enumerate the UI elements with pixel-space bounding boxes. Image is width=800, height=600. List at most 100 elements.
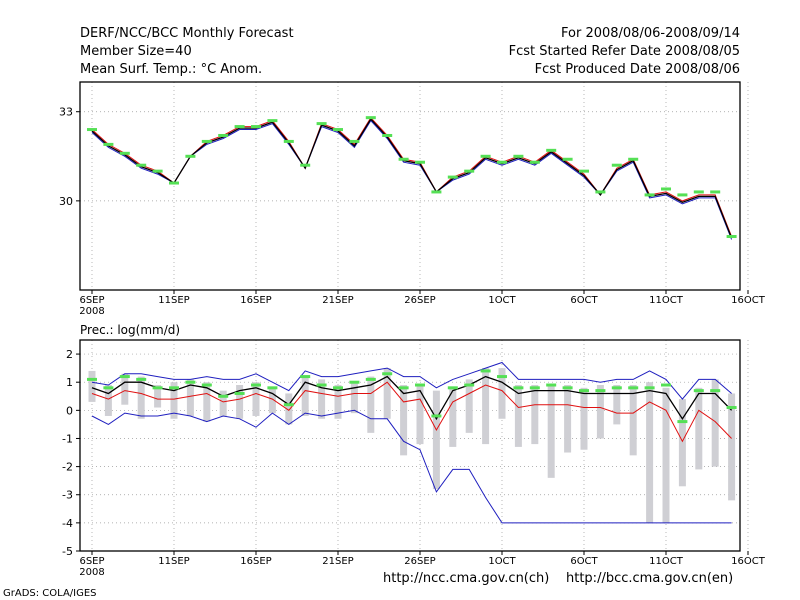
plot-frame <box>79 339 741 552</box>
spread-bar <box>88 370 96 402</box>
forecast-marker <box>251 383 261 387</box>
spread-bar <box>432 390 440 490</box>
forecast-marker <box>431 190 442 194</box>
spread-bar <box>416 385 424 445</box>
x-tick-label: 6OCT <box>570 556 598 567</box>
spread-bar <box>170 382 178 419</box>
series-line-black <box>91 118 733 239</box>
spread-bar <box>547 385 555 478</box>
forecast-marker <box>316 383 327 387</box>
spread-bar <box>334 385 342 419</box>
x-tick-label: 11SEP <box>158 556 189 567</box>
forecast-marker <box>529 386 540 390</box>
spread-bar <box>514 385 522 447</box>
forecast-marker <box>398 386 409 390</box>
forecast-marker <box>398 157 409 161</box>
forecast-marker <box>710 389 721 393</box>
spread-bar <box>728 393 736 501</box>
variable-label: Mean Surf. Temp.: °C Anom. <box>80 62 263 77</box>
x-year-label: 2008 <box>79 306 104 317</box>
spread-bar <box>580 387 588 450</box>
x-tick-label: 11OCT <box>649 556 684 567</box>
forecast-marker <box>726 235 737 239</box>
spread-bar <box>400 385 408 456</box>
x-tick-label: 16SEP <box>240 556 271 567</box>
spread-bar <box>646 382 654 523</box>
forecast-marker <box>218 133 229 137</box>
x-tick-label: 26SEP <box>404 556 435 567</box>
bcc-url[interactable]: http://bcc.cma.gov.cn(en) <box>566 571 734 586</box>
forecast-marker <box>169 181 179 185</box>
series-line-red_median <box>91 381 732 443</box>
plot-frame <box>79 81 741 291</box>
forecast-marker <box>611 386 622 390</box>
forecast-marker <box>365 377 376 381</box>
spread-bar <box>662 387 670 523</box>
forecast-marker <box>677 193 688 197</box>
forecast-marker <box>480 369 491 373</box>
series-line-blue <box>91 119 733 240</box>
x-tick-label: 6OCT <box>570 295 598 306</box>
x-tick-label: 21SEP <box>322 295 353 306</box>
forecast-marker <box>447 386 458 390</box>
forecast-marker <box>136 377 147 381</box>
spread-bar <box>236 385 244 419</box>
forecast-marker <box>365 116 376 120</box>
forecast-marker <box>710 190 721 194</box>
forecast-marker <box>628 157 639 161</box>
forecast-marker <box>546 148 557 152</box>
y-tick-label: 2 <box>66 348 73 361</box>
x-year-label: 2008 <box>79 567 104 578</box>
spread-bar <box>203 382 211 422</box>
forecast-marker <box>431 414 442 418</box>
x-tick-label: 21SEP <box>322 556 353 567</box>
spread-bar <box>498 368 506 419</box>
x-tick-label: 1OCT <box>488 556 516 567</box>
forecast-marker <box>119 375 130 379</box>
spread-bar <box>252 382 260 416</box>
y-tick-label: 1 <box>66 376 73 389</box>
forecast-marker <box>283 403 294 407</box>
spread-bar <box>564 385 572 453</box>
forecast-marker <box>152 169 163 173</box>
y-tick-label: -3 <box>62 489 73 502</box>
forecast-marker <box>513 386 524 390</box>
forecast-marker <box>595 389 606 393</box>
forecast-marker <box>546 383 557 387</box>
forecast-marker <box>382 372 393 376</box>
x-tick-label: 16SEP <box>240 295 271 306</box>
spread-bar <box>383 368 391 419</box>
forecast-marker <box>251 125 261 129</box>
forecast-marker <box>234 391 245 395</box>
forecast-marker <box>218 394 229 398</box>
forecast-marker <box>333 386 343 390</box>
x-tick-label: 16OCT <box>731 556 766 567</box>
spread-bar <box>482 368 490 445</box>
forecast-marker <box>644 193 655 197</box>
spread-bar <box>695 387 703 470</box>
forecast-marker <box>693 389 704 393</box>
spread-bar <box>121 373 129 405</box>
member-size: Member Size=40 <box>80 44 192 59</box>
forecast-marker <box>349 139 360 143</box>
forecast-marker <box>579 169 589 173</box>
ncc-url[interactable]: http://ncc.cma.gov.cn(ch) <box>383 571 550 586</box>
forecast-marker <box>201 139 212 143</box>
series-line-blue_max <box>91 361 732 400</box>
forecast-marker <box>415 383 425 387</box>
forecast-marker <box>87 377 97 381</box>
forecast-marker <box>693 190 704 194</box>
forecast-marker <box>480 154 491 158</box>
chart-title: DERF/NCC/BCC Monthly Forecast <box>80 26 294 41</box>
forecast-period: For 2008/08/06-2008/09/14 <box>561 26 740 41</box>
forecast-marker <box>562 386 573 390</box>
spread-bar <box>104 385 112 416</box>
y-tick-label: 30 <box>59 195 73 208</box>
y-tick-label: -1 <box>62 432 73 445</box>
series-line-red <box>91 116 733 237</box>
spread-bar <box>137 376 145 419</box>
spread-bar <box>531 385 539 445</box>
spread-bar <box>186 379 194 416</box>
forecast-marker <box>595 190 606 194</box>
x-tick-label: 11SEP <box>158 295 189 306</box>
